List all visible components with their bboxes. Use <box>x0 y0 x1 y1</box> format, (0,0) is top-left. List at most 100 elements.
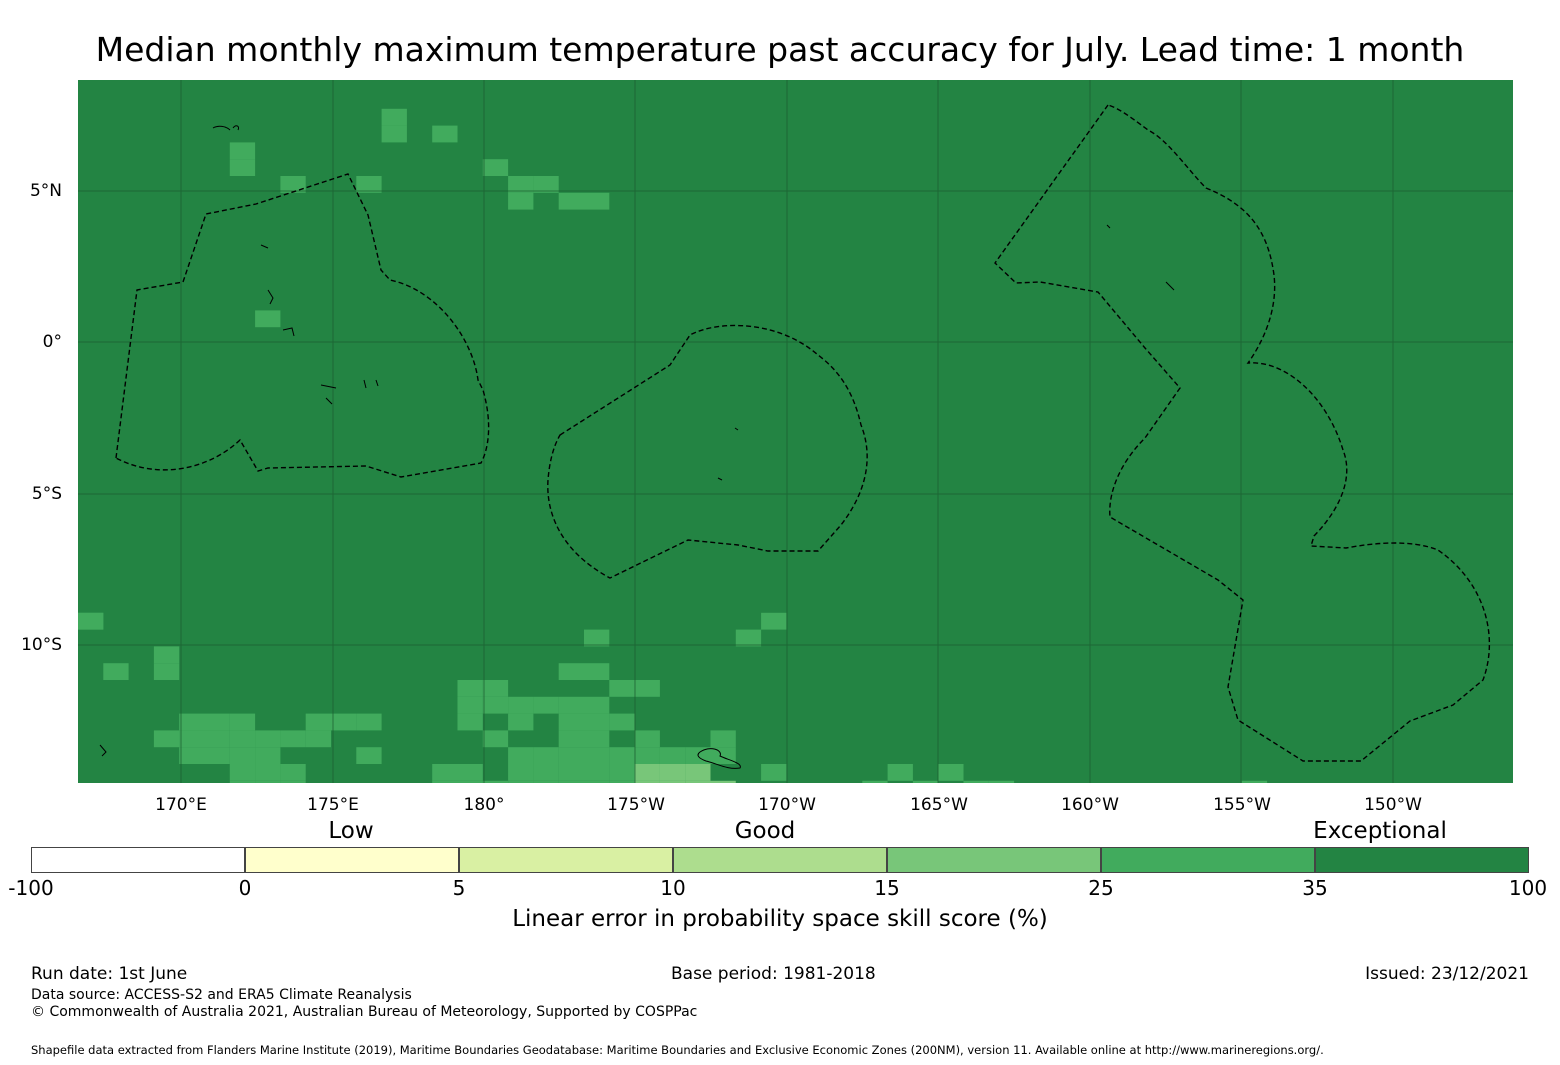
skill-cell <box>356 176 382 193</box>
lon-label-155w: 155°W <box>1213 795 1271 815</box>
skill-cell-light <box>659 780 686 783</box>
skill-cell <box>229 780 256 783</box>
colorbar-label: Linear error in probability space skill … <box>512 906 1048 932</box>
lon-label-150w: 150°W <box>1364 795 1422 815</box>
lon-label-160w: 160°W <box>1061 795 1119 815</box>
skill-cell <box>533 696 559 714</box>
skill-cell <box>280 176 306 193</box>
skill-cell <box>229 713 256 731</box>
skill-cell <box>305 730 331 748</box>
islands <box>99 125 1175 769</box>
colorbar-tick: 15 <box>874 876 900 900</box>
skill-cell-light <box>685 780 711 783</box>
skill-cell <box>634 680 660 697</box>
skill-cell <box>255 310 281 328</box>
skill-cell <box>508 747 534 764</box>
skill-cell <box>255 730 281 748</box>
lat-label-0: 0° <box>42 332 62 352</box>
skill-cell <box>78 612 104 630</box>
skill-cell <box>558 696 584 714</box>
eez-boundaries <box>115 104 1491 762</box>
skill-cell <box>609 780 635 783</box>
skill-cell <box>761 764 787 781</box>
skill-cell-light <box>710 780 736 783</box>
colorbar-tick: 100 <box>1508 876 1548 900</box>
skill-cell-light <box>659 764 686 781</box>
category-exceptional: Exceptional <box>1313 818 1447 844</box>
skill-cell <box>912 780 939 783</box>
skill-cell <box>457 680 483 697</box>
skill-cell <box>558 747 584 764</box>
skill-cell <box>204 747 230 764</box>
skill-cell <box>356 713 382 731</box>
skill-cell <box>229 747 256 764</box>
skill-cell <box>584 192 610 210</box>
skill-cell <box>558 713 584 731</box>
skill-cell <box>584 663 610 680</box>
skill-cell <box>584 713 610 731</box>
skill-cell <box>229 730 256 748</box>
base-period: Base period: 1981-2018 <box>671 964 876 984</box>
lat-label-10s: 10°S <box>21 635 62 655</box>
skill-cell <box>229 764 256 781</box>
skill-cell <box>508 764 534 781</box>
skill-cell-light <box>634 764 660 781</box>
colorbar-segment-5 <box>887 847 1101 873</box>
skill-cell <box>508 192 534 210</box>
skill-cell <box>988 780 1015 783</box>
run-date: Run date: 1st June <box>31 964 188 984</box>
skill-cell <box>482 680 509 697</box>
skill-cell <box>533 780 559 783</box>
skill-cell <box>862 780 888 783</box>
skill-cell <box>735 629 762 647</box>
skill-cell <box>432 125 458 143</box>
skill-cell <box>305 713 331 731</box>
skill-cell <box>887 764 913 781</box>
eez-kiribati-gilberts <box>115 173 490 478</box>
skill-cell <box>229 142 256 160</box>
skill-cell <box>153 646 180 664</box>
colorbar-tick: 10 <box>660 876 686 900</box>
colorbar-tick: 35 <box>1302 876 1328 900</box>
lon-label-165w: 165°W <box>910 795 968 815</box>
skill-cell-light <box>685 764 711 781</box>
skill-cell <box>482 780 509 783</box>
skill-cell <box>533 176 559 193</box>
skill-cell <box>584 780 610 783</box>
skill-cell <box>533 747 559 764</box>
skill-cell <box>761 612 787 630</box>
skill-cell <box>204 713 230 731</box>
colorbar-segment-3 <box>459 847 673 873</box>
skill-cell <box>179 713 205 731</box>
lon-label-175w: 175°W <box>607 795 665 815</box>
skill-cell <box>508 780 534 783</box>
skill-cell <box>508 696 534 714</box>
lon-label-170w: 170°W <box>758 795 816 815</box>
lon-label-180: 180° <box>463 795 505 815</box>
skill-cell <box>280 780 306 783</box>
skill-cell-light <box>634 780 660 783</box>
skill-cell <box>432 764 458 781</box>
skill-cell <box>533 764 559 781</box>
category-good: Good <box>734 818 796 844</box>
skill-cell <box>710 747 736 764</box>
skill-cell <box>584 629 610 647</box>
lat-label-5s: 5°S <box>31 484 62 504</box>
colorbar-tick: 0 <box>238 876 252 900</box>
graticule <box>78 80 1513 783</box>
colorbar-segment-7 <box>1315 847 1529 873</box>
skill-cell <box>558 663 584 680</box>
skill-cell <box>280 730 306 748</box>
skill-cell <box>558 192 584 210</box>
colorbar-tick: -100 <box>8 876 54 900</box>
skill-cell <box>255 764 281 781</box>
skill-cell <box>153 730 180 748</box>
colorbar-tick: 5 <box>452 876 466 900</box>
colorbar <box>31 847 1529 873</box>
skill-cell <box>1241 780 1268 783</box>
skill-cell <box>584 764 610 781</box>
skill-cell <box>457 780 483 783</box>
skill-cell <box>204 730 230 748</box>
lat-label-5n: 5°N <box>29 181 62 201</box>
skill-cell <box>609 713 635 731</box>
